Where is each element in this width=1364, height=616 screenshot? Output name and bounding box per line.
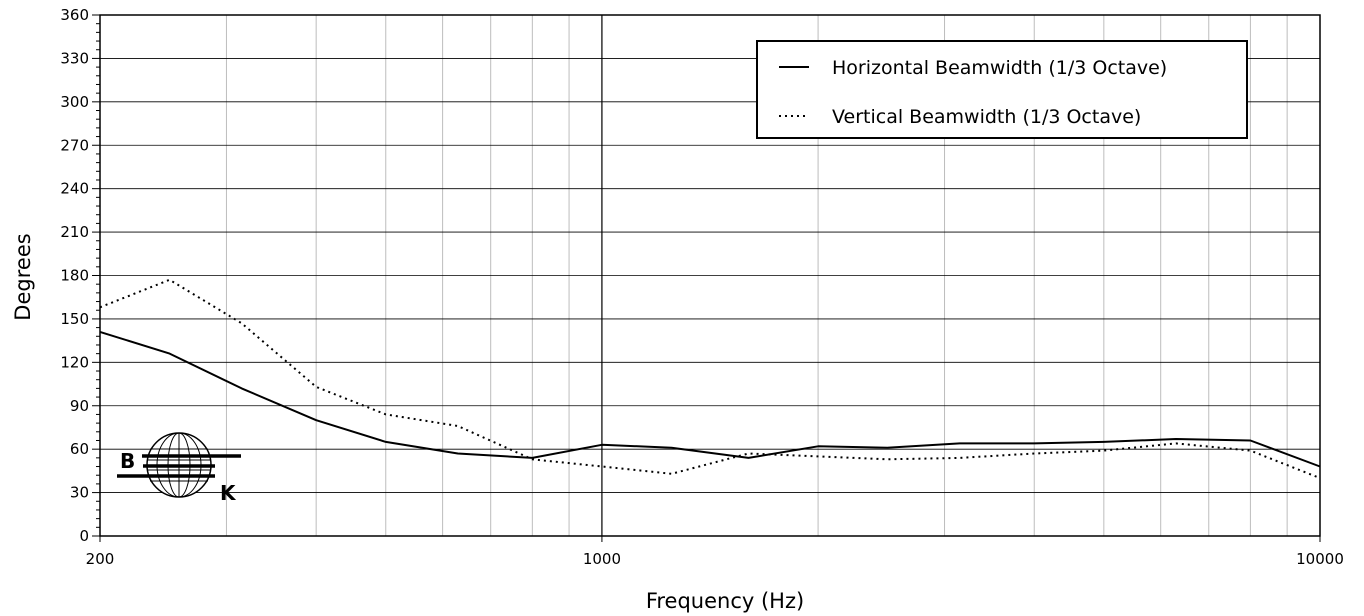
y-tick-label: 330 <box>60 49 89 67</box>
y-tick-label: 270 <box>60 136 89 154</box>
bk-globe-logo: B K <box>117 432 241 505</box>
plot-frame <box>99 14 1321 537</box>
y-tick-label: 120 <box>60 353 89 371</box>
x-tick-label: 10000 <box>1296 550 1344 568</box>
series-line-horizontal <box>99 330 1321 468</box>
legend: Horizontal Beamwidth (1/3 Octave) Vertic… <box>756 40 1248 139</box>
series-line-vertical <box>99 278 1321 480</box>
y-tick-label: 180 <box>60 267 89 285</box>
y-tick-label: 240 <box>60 180 89 198</box>
y-tick-label: 0 <box>79 527 89 545</box>
y-tick-label: 300 <box>60 93 89 111</box>
y-tick-label: 60 <box>70 440 89 458</box>
legend-box <box>756 40 1248 139</box>
y-minor-ticks <box>92 14 100 537</box>
y-tick-label: 360 <box>60 6 89 24</box>
y-axis-title: Degrees <box>11 233 35 320</box>
y-tick-label: 30 <box>70 484 89 502</box>
logo-letter-b: B <box>120 449 135 473</box>
legend-label-horizontal: Horizontal Beamwidth (1/3 Octave) <box>832 57 1167 79</box>
y-tick-label: 210 <box>60 223 89 241</box>
series-layer <box>99 278 1321 480</box>
x-axis-title: Frequency (Hz) <box>646 589 804 613</box>
x-tick-labels: 200 1000 10000 <box>86 536 1344 568</box>
y-tick-label: 90 <box>70 397 89 415</box>
y-tick-labels: 0 30 60 90 120 150 180 210 240 270 300 330 360 <box>60 6 89 545</box>
x-tick-label: 200 <box>86 550 115 568</box>
x-tick-label: 1000 <box>583 550 621 568</box>
y-tick-label: 150 <box>60 310 89 328</box>
logo-letter-k: K <box>220 481 237 505</box>
legend-label-vertical: Vertical Beamwidth (1/3 Octave) <box>832 106 1141 128</box>
